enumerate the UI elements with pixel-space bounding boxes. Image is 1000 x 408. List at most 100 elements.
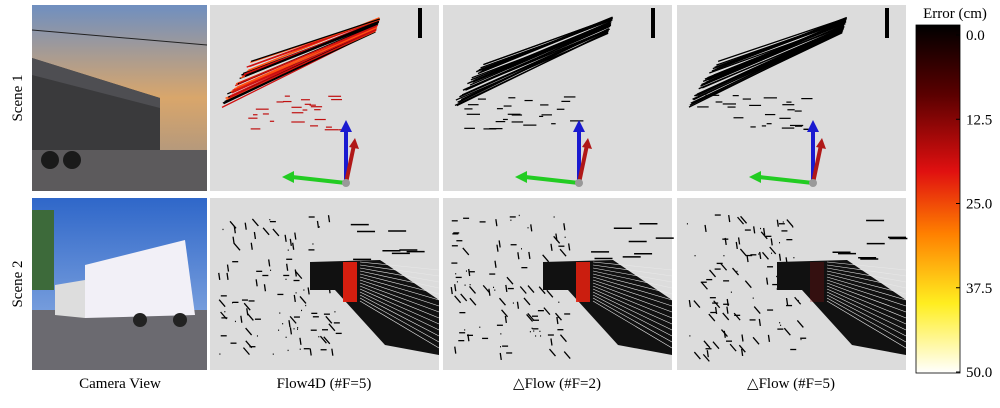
- cloud-stroke: [550, 338, 553, 346]
- cloud-stroke: [359, 276, 440, 301]
- cloud-stroke: [250, 18, 381, 62]
- cloud-stroke: [309, 348, 312, 356]
- cloud-stroke: [737, 237, 741, 245]
- cloud-stroke: [475, 21, 612, 79]
- column-label: Flow4D (#F=5): [277, 376, 372, 392]
- axis-arrow: [344, 144, 356, 184]
- cloud-stroke: [243, 302, 251, 311]
- cloud-stroke: [767, 334, 771, 342]
- cloud-stroke: [699, 27, 845, 95]
- cloud-stroke: [592, 285, 673, 319]
- cloud-stroke: [826, 288, 907, 325]
- cloud-stroke: [494, 260, 497, 268]
- cloud-stroke: [550, 243, 553, 251]
- cloud-stroke: [701, 26, 845, 89]
- cloud-stroke: [740, 215, 748, 224]
- axis-arrow: [515, 171, 527, 183]
- cloud-stroke: [450, 286, 453, 295]
- cloud-stroke: [454, 346, 457, 354]
- cloud-stroke: [226, 264, 230, 272]
- cloud-stroke: [559, 248, 567, 257]
- column-label: Camera View: [79, 376, 161, 392]
- cloud-stroke: [359, 273, 440, 295]
- cloud-stroke: [224, 31, 376, 103]
- camera-view-2: [32, 198, 207, 370]
- cloud-stroke: [556, 316, 559, 325]
- cloud-stroke: [826, 279, 907, 307]
- axis-arrow: [577, 144, 589, 184]
- cloud-stroke: [359, 267, 440, 283]
- cloud-stroke: [712, 341, 720, 350]
- cloud-stroke: [592, 288, 673, 325]
- cloud-stroke: [294, 269, 297, 277]
- cloud-stroke: [460, 293, 468, 302]
- point-cloud-panel: [677, 5, 906, 191]
- cloud-stroke: [462, 247, 470, 256]
- cloud-stroke: [826, 291, 907, 331]
- camera-view-1: [31, 5, 208, 191]
- column-label: △Flow (#F=5): [747, 376, 835, 392]
- cloud-stroke: [702, 353, 710, 362]
- cloud-stroke: [469, 297, 477, 306]
- cloud-stroke: [732, 267, 740, 276]
- error-highlight: [810, 262, 824, 302]
- colorbar-tick-label: 37.5: [966, 281, 992, 297]
- cloud-stroke: [501, 309, 509, 318]
- cloud-stroke: [796, 320, 804, 328]
- cloud-stroke: [495, 219, 498, 227]
- cloud-stroke: [418, 8, 422, 38]
- cloud-stroke: [794, 296, 802, 305]
- cloud-stroke: [592, 261, 673, 271]
- cloud-wedge: [543, 260, 672, 355]
- cloud-stroke: [713, 300, 721, 309]
- cloud-stroke: [359, 300, 440, 349]
- panel-background: [443, 5, 672, 191]
- cloud-stroke: [307, 287, 310, 295]
- point-cloud-panel: [443, 198, 674, 370]
- cloud-stroke: [826, 285, 907, 319]
- axis-arrow: [749, 171, 761, 183]
- cloud-stroke: [516, 301, 520, 309]
- cloud-stroke: [716, 18, 847, 66]
- axis-arrow: [811, 144, 823, 184]
- cloud-stroke: [713, 21, 847, 76]
- error-highlight: [343, 262, 357, 302]
- cloud-stroke: [826, 261, 907, 271]
- cloud-stroke: [245, 327, 253, 336]
- cloud-stroke: [559, 334, 567, 343]
- cloud-stroke: [526, 313, 534, 322]
- cloud-stroke: [229, 220, 237, 229]
- cloud-stroke: [289, 238, 292, 246]
- cloud-stroke: [726, 306, 729, 314]
- axis-origin: [809, 179, 817, 187]
- cloud-stroke: [292, 242, 295, 250]
- panel-background: [677, 5, 906, 191]
- cloud-stroke: [693, 300, 701, 309]
- cloud-stroke: [826, 294, 907, 337]
- cloud-stroke: [299, 337, 302, 345]
- cloud-stroke: [483, 17, 614, 66]
- cloud-stroke: [563, 223, 566, 231]
- cloud-stroke: [735, 241, 738, 250]
- cloud-stroke: [733, 312, 741, 321]
- point-cloud-panel: [677, 198, 908, 370]
- cloud-stroke: [242, 347, 250, 356]
- cloud-stroke: [592, 300, 673, 349]
- cloud-stroke: [783, 327, 791, 336]
- cloud-stroke: [454, 295, 462, 304]
- cloud-stroke: [238, 24, 379, 84]
- cloud-stroke: [592, 273, 673, 295]
- cloud-stroke: [543, 307, 551, 316]
- colorbar-title: Error (cm): [923, 6, 987, 22]
- cloud-stroke: [688, 299, 691, 308]
- cloud-stroke: [530, 224, 533, 232]
- cloud-stroke: [467, 24, 611, 90]
- cloud-stroke: [316, 220, 320, 229]
- cloud-stroke: [359, 297, 440, 343]
- cloud-stroke: [592, 294, 673, 337]
- cloud-stroke: [295, 271, 303, 280]
- cloud-stroke: [331, 348, 334, 356]
- colorbar: [915, 24, 961, 374]
- error-highlight: [576, 262, 590, 302]
